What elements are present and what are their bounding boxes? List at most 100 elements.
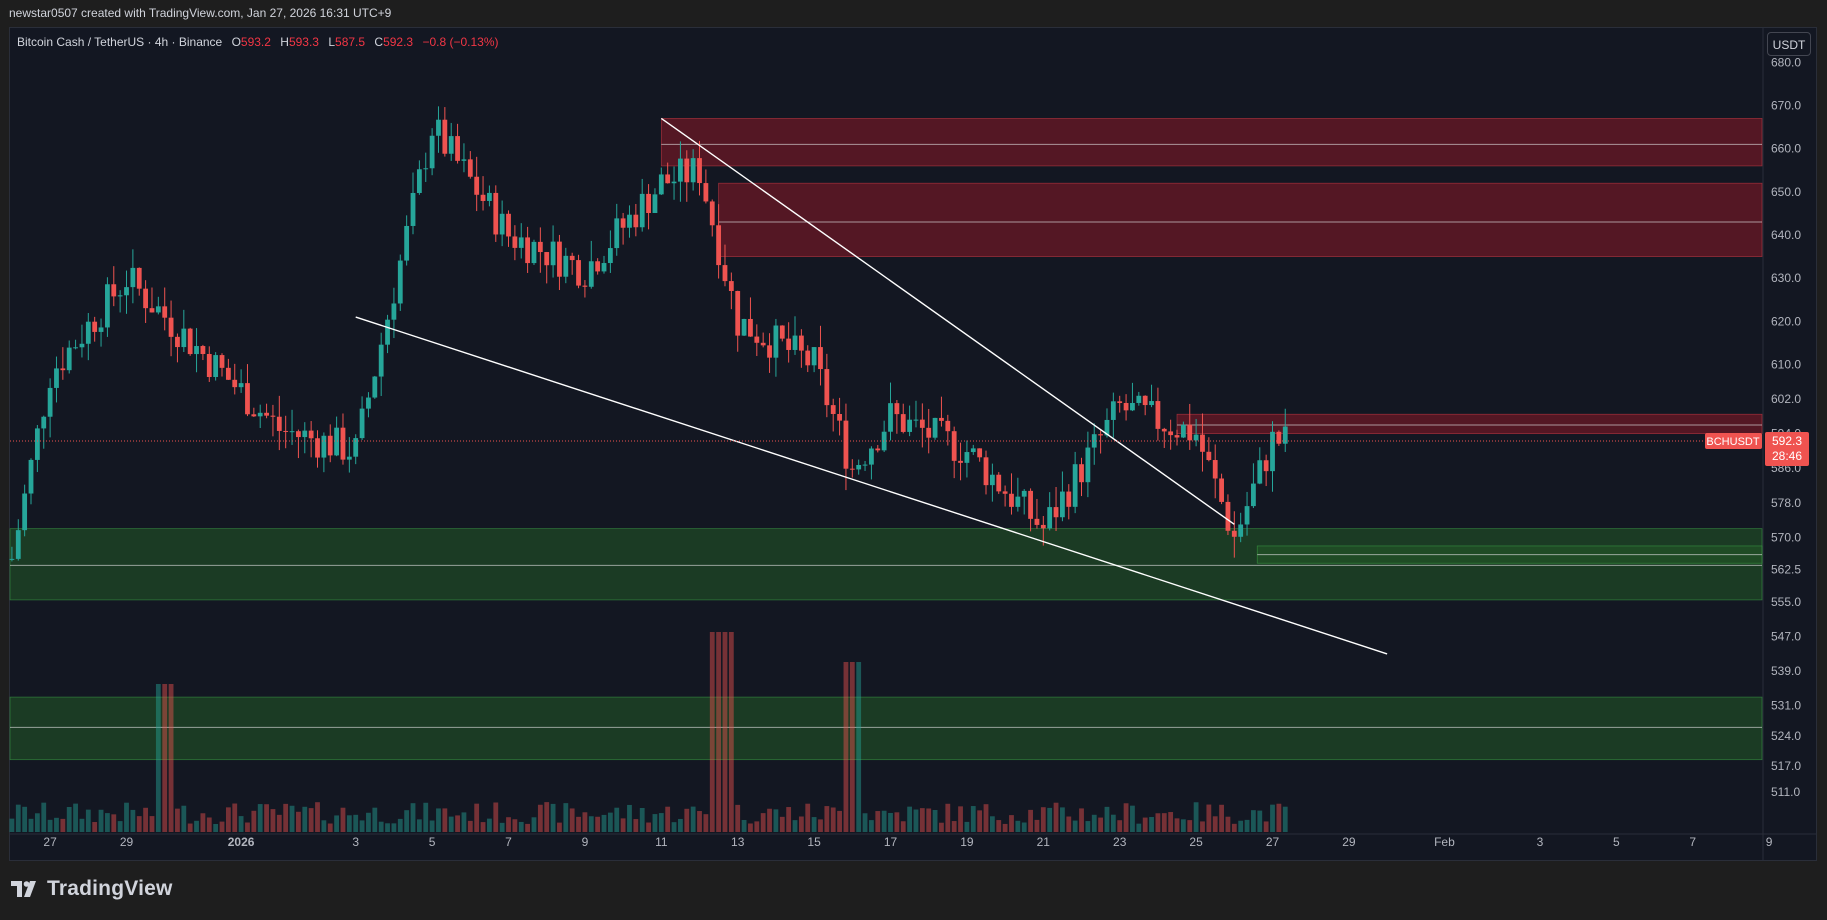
volume-bar	[264, 804, 269, 832]
candle-body	[493, 192, 499, 235]
volume-bar	[531, 817, 537, 832]
candle-body	[1200, 434, 1205, 452]
tradingview-logo[interactable]: TradingView	[11, 877, 173, 901]
candle-body	[588, 261, 594, 287]
volume-bar	[830, 807, 836, 832]
candle-body	[1161, 428, 1167, 432]
candle-body	[499, 213, 505, 235]
candle-body	[869, 448, 874, 465]
candle-body	[85, 321, 91, 344]
volume-bar	[276, 814, 282, 832]
volume-bar	[1257, 810, 1263, 832]
candle-body	[22, 493, 28, 531]
volume-bar	[366, 812, 371, 832]
candle-body	[1104, 419, 1110, 436]
candle-body	[671, 181, 677, 184]
candle-body	[98, 327, 104, 332]
candle-body	[296, 431, 301, 438]
candle-body	[932, 417, 938, 438]
candle-body	[964, 452, 970, 463]
candle-body	[722, 265, 728, 282]
time-tick-label: 3	[1537, 835, 1544, 849]
volume-bar	[130, 809, 136, 832]
candle-body	[900, 414, 906, 432]
candle-body	[1034, 518, 1040, 525]
candle-body	[919, 419, 925, 428]
volume-bar	[1244, 819, 1250, 832]
candle-body	[537, 241, 543, 253]
candle-body	[238, 383, 244, 388]
candle-body	[658, 174, 664, 195]
time-tick-label: 15	[807, 835, 821, 849]
candle-body	[448, 136, 454, 154]
volume-bar	[881, 810, 887, 832]
volume-bar	[308, 808, 314, 832]
volume-bar	[270, 809, 276, 832]
candle-body	[970, 448, 976, 453]
candle-body	[582, 285, 588, 287]
candle-body	[512, 236, 518, 248]
candle-body	[41, 416, 47, 429]
candle-body	[639, 193, 645, 228]
price-tick-label: 602.0	[1771, 392, 1801, 406]
volume-bar	[54, 817, 59, 832]
candle-body	[576, 260, 581, 286]
candle-body	[684, 158, 690, 183]
candle-body	[805, 350, 811, 366]
open-label: O	[231, 35, 241, 49]
candle-body	[569, 255, 575, 261]
price-tag	[1765, 432, 1809, 467]
time-tick-label: 29	[1342, 835, 1356, 849]
price-tick-label: 531.0	[1771, 699, 1801, 713]
candle-body	[907, 419, 913, 432]
volume-bar	[595, 816, 601, 832]
candle-body	[1257, 460, 1263, 484]
candle-body	[760, 342, 766, 346]
candle-body	[690, 158, 696, 183]
volume-bar	[225, 807, 231, 832]
price-tick-label: 555.0	[1771, 595, 1801, 609]
candle-body	[289, 431, 295, 433]
volume-bar	[983, 804, 989, 832]
volume-bar	[837, 810, 842, 832]
volume-bar	[168, 684, 174, 832]
candle-body	[544, 252, 550, 266]
price-tick-label: 547.0	[1771, 630, 1801, 644]
candle-body	[359, 408, 365, 439]
candle-body	[939, 417, 944, 421]
candle-body	[283, 430, 289, 432]
candle-body	[60, 368, 66, 371]
volume-bar	[251, 810, 257, 832]
candle-body	[989, 474, 995, 486]
currency-button[interactable]: USDT	[1767, 32, 1811, 56]
volume-bar	[41, 802, 47, 832]
price-tick-label: 670.0	[1771, 98, 1801, 112]
volume-bar	[620, 818, 626, 832]
candle-body	[1187, 424, 1193, 441]
volume-bar	[1276, 803, 1282, 832]
symbol-tag	[1705, 433, 1762, 450]
change-value: −0.8 (−0.13%)	[422, 35, 499, 49]
volume-bar	[525, 823, 531, 832]
candle-body	[1066, 491, 1072, 507]
volume-bar	[1104, 806, 1110, 832]
time-tick-label: 25	[1189, 835, 1203, 849]
volume-bar	[544, 802, 550, 832]
candle-body	[849, 468, 855, 470]
candle-body	[416, 169, 422, 193]
price-tick-label: 562.5	[1771, 563, 1801, 577]
volume-bar	[1079, 808, 1084, 832]
candle-body	[665, 174, 671, 184]
volume-bar	[1072, 820, 1078, 832]
volume-bar	[506, 817, 511, 832]
candle-body	[550, 241, 556, 266]
candle-body	[716, 225, 722, 266]
candle-body	[518, 237, 524, 248]
candle-body	[264, 412, 269, 416]
volume-bar	[741, 819, 747, 832]
price-tick-label: 524.0	[1771, 729, 1801, 743]
candle-body	[1060, 491, 1065, 518]
volume-bar	[1206, 804, 1212, 832]
volume-bar	[442, 808, 448, 832]
